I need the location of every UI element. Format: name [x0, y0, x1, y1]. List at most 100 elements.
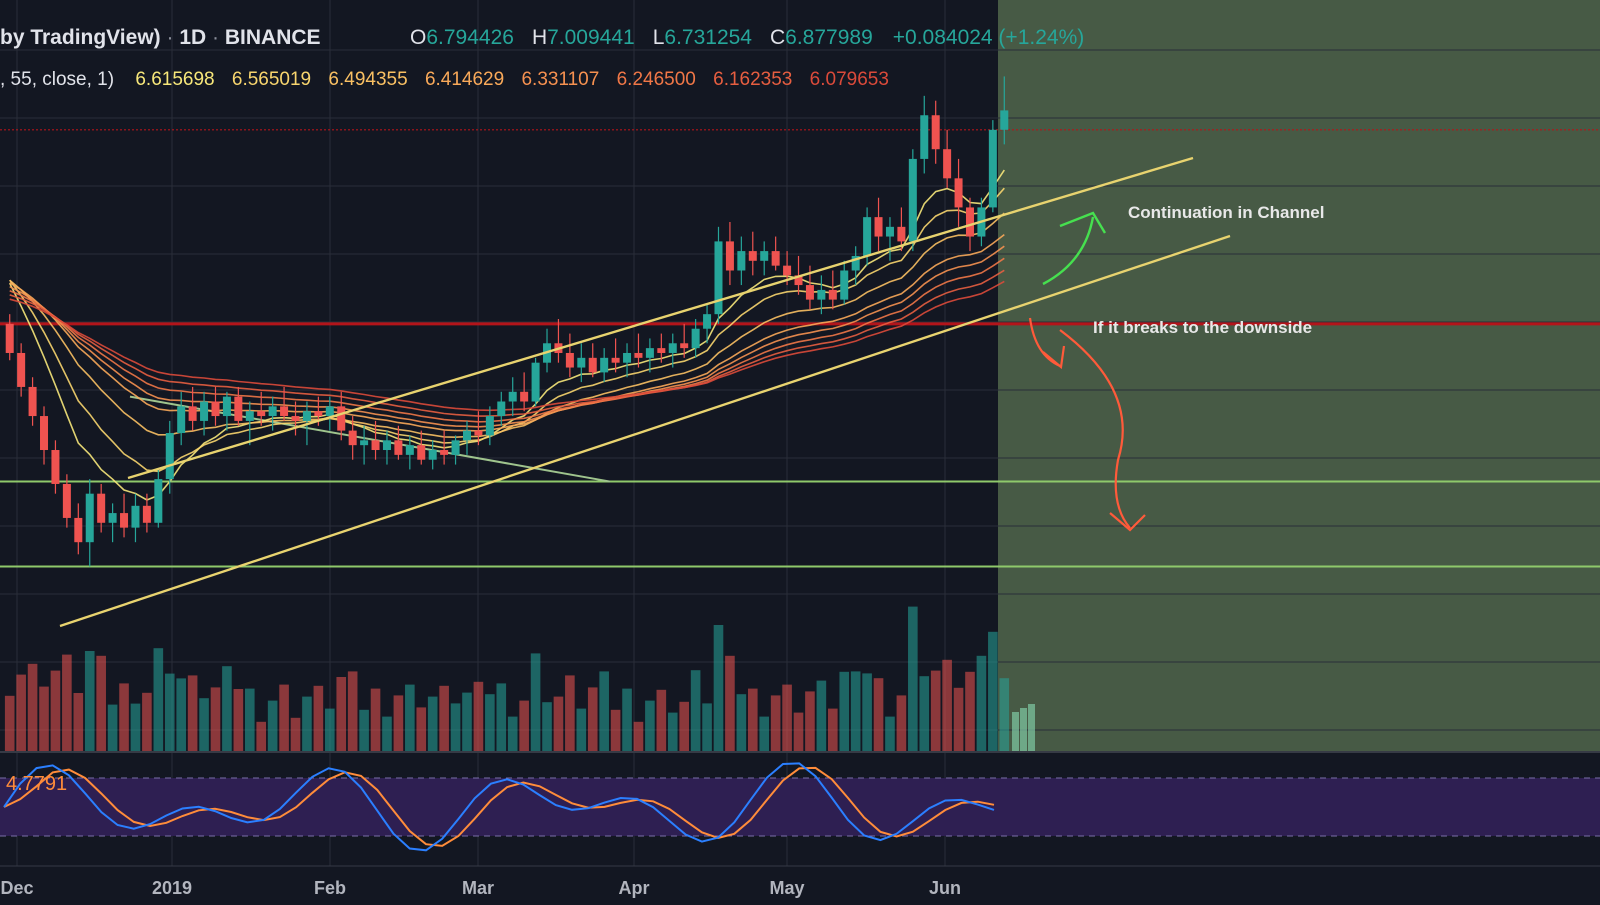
low-label: L	[653, 26, 665, 49]
candle-body	[474, 430, 483, 436]
candle-body	[245, 411, 254, 421]
candle-body	[771, 251, 780, 266]
low-value: 6.731254	[664, 26, 752, 49]
volume-bar	[690, 670, 701, 752]
ribbon-value: 6.494355	[328, 69, 407, 90]
volume-bar	[736, 694, 747, 752]
volume-bar	[439, 685, 449, 752]
candle-body	[565, 352, 574, 368]
candle-body	[885, 226, 894, 237]
volume-bar	[256, 721, 267, 752]
volume-bar	[50, 670, 61, 752]
time-axis: Dec 2019 Feb Mar Apr May Jun	[0, 878, 961, 898]
volume-bar	[244, 688, 255, 752]
candle-body	[371, 440, 380, 451]
candle-body	[222, 396, 231, 417]
candle-body	[680, 343, 689, 349]
separator: ·	[206, 26, 225, 49]
close-value: 6.877989	[785, 26, 873, 49]
candle-body	[897, 226, 906, 242]
ribbon-value: 6.414629	[425, 69, 504, 90]
volume-bar	[965, 671, 975, 752]
candle-body	[440, 450, 449, 455]
svg-text:by TradingView) · 1D · BINANCE: by TradingView) · 1D · BINANCE	[0, 26, 321, 49]
volume-bar	[908, 606, 918, 752]
projection-arrows	[1028, 211, 1146, 532]
candle-body	[943, 149, 952, 179]
candle-body	[405, 445, 414, 455]
arrowhead-breakdown-large	[1109, 512, 1146, 532]
volume-bar	[942, 659, 952, 752]
volume-bar	[759, 716, 770, 752]
volume-bar	[4, 695, 15, 752]
arrowhead-continuation	[1059, 211, 1107, 234]
volume-bar	[325, 708, 335, 752]
candle-body	[988, 129, 997, 208]
volume-bar	[530, 653, 541, 752]
candle-body	[451, 440, 460, 455]
time-axis-label: Jun	[929, 878, 961, 898]
candle-body	[120, 513, 129, 528]
volume-bar	[96, 655, 106, 752]
candle-body	[348, 430, 357, 446]
candle-body	[760, 251, 769, 261]
volume-bar	[130, 703, 141, 752]
volume-bar	[462, 692, 472, 752]
candle-body	[314, 411, 323, 417]
exchange-label: BINANCE	[225, 26, 321, 49]
candle-body	[142, 505, 151, 523]
candle-body	[965, 207, 974, 237]
candle-body	[508, 391, 517, 402]
ribbon-params: , 55, close, 1)	[0, 69, 114, 90]
volume-bar	[645, 700, 655, 752]
candle-body	[874, 217, 883, 237]
volume-bar	[770, 695, 781, 752]
volume-bar	[210, 687, 221, 752]
volume-bar	[405, 684, 415, 752]
volume-bar	[16, 674, 26, 752]
volume-bar	[290, 717, 301, 752]
annotation-continuation: Continuation in Channel	[1128, 203, 1324, 222]
candle-body	[5, 323, 14, 353]
candle-body	[657, 348, 666, 353]
ema-line	[9, 187, 1005, 473]
candle-body	[108, 513, 117, 523]
candle-body	[462, 430, 471, 441]
ribbon-value: 6.615698	[135, 69, 214, 90]
volume-bar	[702, 703, 712, 752]
volume-bar	[84, 651, 95, 752]
ema-line	[9, 245, 1005, 428]
candle-body	[74, 517, 83, 543]
stoch-k-line	[3, 762, 995, 852]
candle-body	[268, 406, 277, 417]
volume-bar	[576, 708, 587, 752]
horizontal-levels	[0, 129, 1600, 568]
volume-bar	[485, 694, 495, 752]
volume-bar	[62, 654, 72, 752]
candle-body	[737, 251, 746, 271]
volume-bar	[656, 689, 667, 752]
header-legend: by TradingView) · 1D · BINANCE O6.794426…	[0, 26, 1084, 90]
channel-lower-line	[59, 234, 1231, 628]
volume-bar	[507, 716, 518, 752]
candle-body	[531, 362, 540, 402]
candle-body	[908, 158, 917, 242]
volume-bar	[839, 671, 850, 752]
trend-channel	[59, 156, 1231, 628]
candle-body	[623, 352, 632, 363]
volume-bar	[828, 708, 838, 752]
candle-body	[645, 348, 654, 358]
time-axis-label: Apr	[619, 878, 650, 898]
candle-body	[577, 357, 586, 368]
candle-body	[1000, 110, 1009, 130]
candle-body	[302, 411, 311, 421]
volume-bar	[747, 688, 758, 752]
volume-bar	[336, 677, 347, 752]
candle-body	[165, 433, 174, 480]
volume-bar	[233, 689, 244, 752]
stoch-band	[0, 778, 1600, 836]
time-axis-label: Dec	[0, 878, 33, 898]
